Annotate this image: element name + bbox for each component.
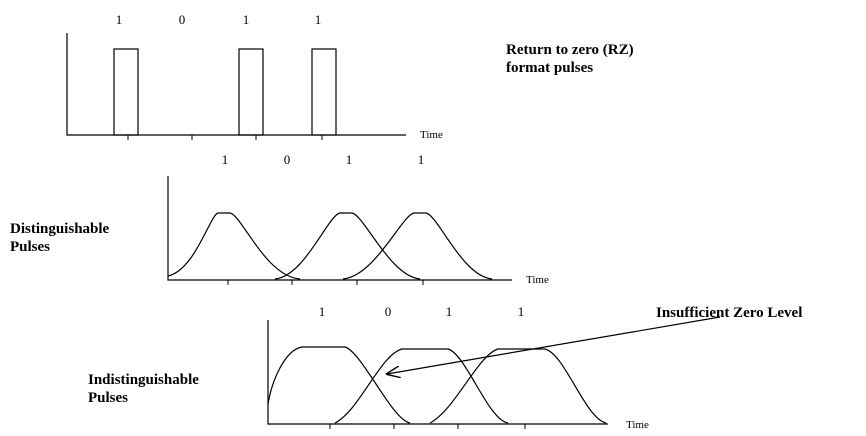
indistinguishable-panel: 1 0 1 1 Time Indistinguishable Pulses In… (88, 304, 802, 431)
annotation-label: Insufficient Zero Level (656, 305, 802, 321)
dist-axes (167, 176, 512, 281)
indist-pulse-3 (334, 348, 509, 424)
rz-caption-line2: format pulses (506, 60, 593, 76)
rz-caption-line1: Return to zero (RZ) (506, 42, 634, 58)
dist-pulse-1 (167, 212, 301, 280)
rz-axes (66, 33, 406, 136)
indist-caption-line2: Pulses (88, 390, 128, 406)
rz-time-label: Time (420, 129, 443, 141)
dist-bit-1: 1 (222, 152, 229, 167)
rz-panel: 1 0 1 1 Time Return to zero (RZ) format … (66, 12, 634, 141)
dist-time-label: Time (526, 274, 549, 286)
indist-bit-4: 1 (518, 304, 525, 319)
dist-caption-line1: Distinguishable (10, 221, 110, 237)
dist-pulse-4 (342, 212, 493, 280)
dist-bit-4: 1 (418, 152, 425, 167)
rz-pulse-3 (238, 48, 264, 136)
rz-bit-2: 0 (179, 12, 186, 27)
indist-bit-2: 0 (385, 304, 392, 319)
annotation-arrow (387, 316, 721, 374)
dist-pulse-3 (274, 212, 421, 280)
indist-time-label: Time (626, 419, 649, 431)
indist-pulse-1 (267, 346, 411, 424)
indist-axes (267, 320, 608, 425)
indist-bit-3: 1 (446, 304, 453, 319)
distinguishable-panel: 1 0 1 1 Time Distinguishable Pulses (10, 152, 549, 286)
indist-bit-1: 1 (319, 304, 326, 319)
rz-bit-1: 1 (116, 12, 123, 27)
rz-bit-3: 1 (243, 12, 250, 27)
indist-pulse-4 (429, 348, 607, 424)
rz-pulse-4 (311, 48, 337, 136)
rz-pulse-1 (113, 48, 139, 136)
rz-bit-4: 1 (315, 12, 322, 27)
dist-bit-2: 0 (284, 152, 291, 167)
dist-caption-line2: Pulses (10, 239, 50, 255)
indist-caption-line1: Indistinguishable (88, 372, 199, 388)
dist-bit-3: 1 (346, 152, 353, 167)
